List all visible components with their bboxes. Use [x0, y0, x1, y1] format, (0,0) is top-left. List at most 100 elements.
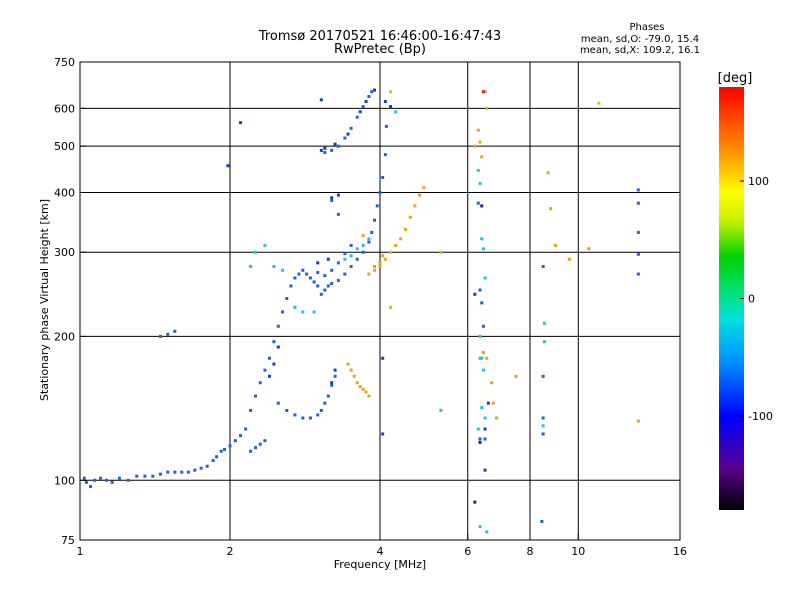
data-point-s0-56	[373, 218, 377, 222]
data-point-s2-14	[478, 181, 482, 185]
data-point-s0-46	[323, 288, 327, 292]
data-point-s0-20	[211, 458, 215, 462]
data-point-s1-19	[483, 468, 487, 472]
x-tick-label-3: 6	[464, 545, 471, 558]
legend-line-o: mean, sd,O: -79.0, 15.4	[581, 34, 699, 45]
data-point-s2-21	[483, 416, 487, 420]
data-point-s0-14	[173, 470, 177, 474]
data-point-s2-31	[478, 356, 482, 360]
data-point-s0-73	[293, 413, 297, 417]
data-point-s0-38	[293, 276, 297, 280]
data-point-s3-35	[514, 374, 518, 378]
data-point-s1-18	[389, 105, 393, 109]
data-point-s0-18	[199, 466, 203, 470]
data-point-s0-2	[89, 485, 93, 489]
data-point-s3-42	[361, 234, 365, 238]
data-point-s2-24	[542, 321, 546, 325]
data-point-s5-1	[480, 204, 484, 208]
data-point-s3-29	[439, 250, 443, 254]
data-point-s0-12	[158, 472, 162, 476]
y-axis-ticks: 75 100 200 300 400 500 600 750	[54, 56, 86, 547]
data-point-s0-81	[333, 374, 337, 378]
data-point-s3-31	[485, 356, 489, 360]
data-point-s0-106	[636, 188, 640, 192]
data-point-s0-64	[336, 144, 340, 148]
data-point-s3-34	[494, 416, 498, 420]
data-point-s0-80	[330, 383, 334, 387]
data-point-s2-22	[478, 525, 482, 529]
data-point-s0-51	[349, 265, 353, 269]
data-point-s2-28	[480, 405, 484, 409]
data-point-s1-1	[323, 146, 327, 150]
data-point-s0-17	[193, 468, 197, 472]
data-point-s3-6	[399, 237, 403, 241]
data-point-s2-5	[293, 305, 297, 309]
data-point-s0-109	[636, 252, 640, 256]
data-point-s0-50	[343, 272, 347, 276]
data-point-s0-22	[219, 449, 223, 453]
chart-subtitle: RwPretec (Bp)	[334, 42, 426, 57]
data-point-s0-83	[323, 274, 327, 278]
data-point-s3-40	[587, 247, 591, 251]
data-point-s3-7	[403, 227, 407, 231]
data-point-s0-58	[378, 190, 382, 194]
data-point-s3-3	[383, 257, 387, 261]
data-point-s0-13	[166, 470, 170, 474]
data-point-s1-20	[473, 292, 477, 296]
data-point-s0-27	[244, 427, 248, 431]
data-point-s0-8	[126, 478, 130, 482]
data-point-s1-0	[319, 148, 323, 152]
colorbar-ticks: 100 0 -100	[740, 175, 773, 423]
data-point-s2-4	[281, 268, 285, 272]
data-point-s0-75	[308, 416, 312, 420]
data-point-s0-98	[478, 288, 482, 292]
data-point-s2-13	[476, 168, 480, 172]
data-point-s0-111	[478, 437, 482, 441]
data-point-s0-78	[323, 401, 327, 405]
data-point-s1-21	[381, 356, 385, 360]
data-point-s1-12	[319, 98, 323, 102]
data-point-s0-85	[336, 261, 340, 265]
data-point-s0-44	[316, 284, 320, 288]
data-point-s0-61	[384, 124, 388, 128]
data-point-s0-90	[173, 329, 177, 333]
data-point-s5-2	[473, 500, 477, 504]
data-point-s3-25	[478, 140, 482, 144]
data-point-s3-9	[413, 204, 417, 208]
data-point-s1-9	[276, 345, 280, 349]
data-point-s3-18	[355, 381, 359, 385]
data-point-s0-65	[343, 136, 347, 140]
data-point-s0-52	[355, 257, 359, 261]
data-point-s0-16	[186, 470, 190, 474]
data-point-s0-67	[355, 115, 359, 119]
data-point-s2-30	[312, 310, 316, 314]
data-point-s3-8	[408, 215, 412, 219]
chart-title: Tromsø 20170521 16:46:00-16:47:43	[258, 29, 501, 44]
data-point-s1-3	[346, 132, 350, 136]
data-point-s1-15	[330, 196, 334, 200]
data-point-s3-1	[373, 268, 377, 272]
colorbar-gradient	[719, 87, 744, 510]
data-point-s3-21	[364, 390, 368, 394]
data-point-s1-8	[272, 362, 276, 366]
x-tick-label-6: 16	[673, 545, 687, 558]
data-point-s3-23	[473, 144, 477, 148]
data-point-s0-26	[239, 434, 243, 438]
data-point-s2-6	[301, 310, 305, 314]
data-point-s2-23	[485, 530, 489, 534]
x-tick-label-5: 10	[571, 545, 585, 558]
data-point-s0-35	[281, 310, 285, 314]
data-point-s2-10	[361, 243, 365, 247]
data-point-s0-68	[361, 105, 365, 109]
data-point-s0-87	[349, 243, 353, 247]
data-point-s0-42	[308, 276, 312, 280]
data-point-s2-11	[367, 237, 371, 241]
data-point-s0-93	[258, 442, 262, 446]
data-point-s0-28	[249, 408, 253, 412]
data-point-s3-28	[483, 90, 487, 94]
data-point-s0-91	[249, 449, 253, 453]
data-point-s0-76	[316, 413, 320, 417]
legend-box: Phases mean, sd,O: -79.0, 15.4 mean, sd,…	[580, 22, 700, 56]
data-point-s1-22	[330, 381, 334, 385]
data-point-s2-7	[343, 257, 347, 261]
